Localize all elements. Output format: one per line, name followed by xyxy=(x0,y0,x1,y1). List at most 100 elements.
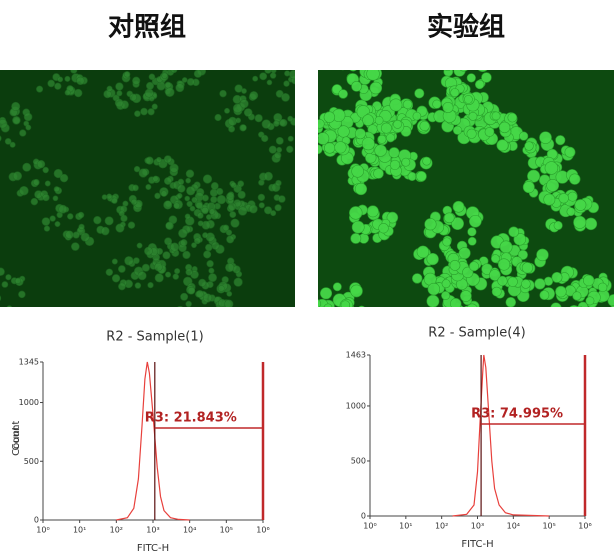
cell xyxy=(145,183,152,190)
cell xyxy=(173,202,181,210)
x-tick-label: 10⁶ xyxy=(256,526,269,535)
cell xyxy=(576,305,583,307)
cell xyxy=(566,207,576,217)
cell xyxy=(80,232,90,242)
cell xyxy=(341,70,345,71)
cell xyxy=(303,67,311,75)
cell xyxy=(249,91,259,100)
cell xyxy=(266,79,273,86)
x-tick-label: 10⁶ xyxy=(578,522,591,531)
cell xyxy=(210,182,219,190)
cell xyxy=(226,192,235,201)
cell xyxy=(30,197,39,206)
cell xyxy=(338,89,348,99)
cell xyxy=(165,87,175,97)
cell xyxy=(274,151,282,159)
cell xyxy=(273,120,280,127)
cell xyxy=(449,259,461,271)
cell xyxy=(412,273,423,284)
cell xyxy=(120,214,128,223)
cell xyxy=(67,213,74,220)
cell xyxy=(36,160,46,169)
cell xyxy=(374,144,387,157)
x-tick-label: 10² xyxy=(110,526,123,535)
cell xyxy=(144,88,154,98)
cell xyxy=(361,137,375,151)
cell xyxy=(116,90,123,97)
cell xyxy=(466,73,476,83)
cell xyxy=(282,59,289,66)
cell xyxy=(124,256,134,266)
cell xyxy=(216,194,227,205)
cell xyxy=(175,83,185,93)
cell xyxy=(332,282,342,292)
cell xyxy=(184,213,191,220)
x-tick-label: 10⁴ xyxy=(183,526,196,535)
cell xyxy=(105,268,114,276)
cell xyxy=(193,70,203,78)
cell xyxy=(41,217,51,226)
cell xyxy=(340,300,351,307)
cell xyxy=(522,181,535,194)
cell xyxy=(12,171,23,181)
y-tick-label: 0 xyxy=(34,516,39,525)
cell xyxy=(53,168,63,179)
cell xyxy=(366,205,379,218)
cell xyxy=(539,290,550,301)
cell xyxy=(189,205,196,212)
cell xyxy=(57,76,64,83)
cell xyxy=(270,70,277,74)
cell xyxy=(273,113,283,123)
cell xyxy=(54,82,62,90)
cell xyxy=(318,136,320,144)
cell xyxy=(54,221,61,227)
x-tick-label: 10¹ xyxy=(73,526,86,535)
cell xyxy=(414,88,425,99)
cell xyxy=(185,268,193,276)
cell xyxy=(261,119,272,129)
cell xyxy=(100,226,110,236)
cell xyxy=(208,208,216,215)
cell xyxy=(43,57,51,65)
cell xyxy=(191,196,198,204)
histogram-line xyxy=(116,361,190,521)
cell xyxy=(180,239,188,247)
cell xyxy=(43,225,51,232)
cell xyxy=(513,233,527,246)
gate-label: R3: 21.843% xyxy=(145,411,237,426)
cell xyxy=(490,254,500,264)
cell xyxy=(507,112,518,123)
cells xyxy=(318,70,614,307)
cell xyxy=(197,220,204,227)
y-tick-label: 1345 xyxy=(19,358,39,367)
cell xyxy=(164,46,171,53)
cell xyxy=(1,281,9,288)
cell xyxy=(78,223,85,231)
cell xyxy=(401,157,411,167)
cell xyxy=(230,218,240,228)
cell xyxy=(252,75,259,82)
cell xyxy=(442,237,452,247)
cell xyxy=(129,93,137,102)
cell xyxy=(388,147,400,159)
cell xyxy=(432,99,442,109)
cell xyxy=(281,55,289,63)
cell xyxy=(351,220,365,234)
cell xyxy=(505,296,517,307)
cell xyxy=(373,168,384,179)
cell xyxy=(136,242,143,249)
cell xyxy=(558,193,569,204)
cell xyxy=(138,168,148,178)
y-axis-label: Count xyxy=(11,421,22,451)
cell xyxy=(374,115,384,125)
cell xyxy=(248,204,258,214)
cell xyxy=(237,190,246,199)
cell xyxy=(19,185,29,196)
cell xyxy=(224,107,230,114)
cell xyxy=(467,236,477,246)
cell xyxy=(386,211,399,224)
cell xyxy=(270,210,277,217)
cell xyxy=(154,262,163,272)
cell xyxy=(140,107,148,116)
cell xyxy=(198,312,205,319)
